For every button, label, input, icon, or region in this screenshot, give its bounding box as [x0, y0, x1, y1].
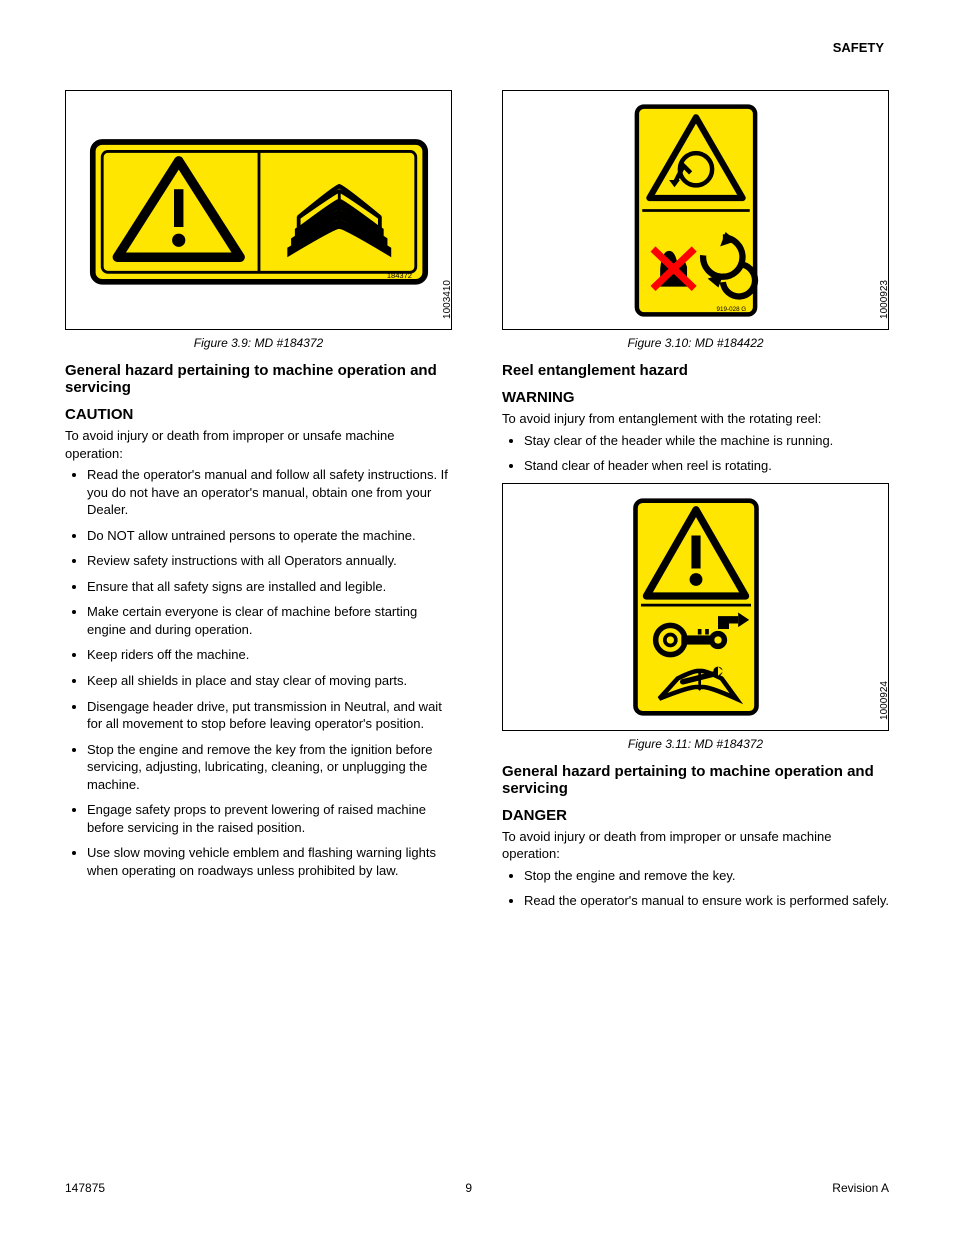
list-item: Use slow moving vehicle emblem and flash…: [87, 844, 452, 879]
footer-right: Revision A: [832, 1181, 889, 1195]
figure-3-box: 1000924: [502, 483, 889, 731]
figure-1-caption: Figure 3.9: MD #184372: [65, 336, 452, 350]
list-item: Stay clear of the header while the machi…: [524, 432, 889, 450]
fig1-title: General hazard pertaining to machine ope…: [65, 362, 452, 396]
fig3-sub: DANGER: [502, 807, 889, 824]
list-item: Review safety instructions with all Oper…: [87, 552, 452, 570]
list-item: Read the operator's manual and follow al…: [87, 466, 452, 519]
fig3-intro: To avoid injury or death from improper o…: [502, 828, 889, 863]
fig1-bullet-list: Read the operator's manual and follow al…: [65, 466, 452, 879]
list-item: Stop the engine and remove the key.: [524, 867, 889, 885]
figure-2-caption: Figure 3.10: MD #184422: [502, 336, 889, 350]
list-item: Disengage header drive, put transmission…: [87, 698, 452, 733]
fig2-title: Reel entanglement hazard: [502, 362, 889, 379]
fig2-sub: WARNING: [502, 389, 889, 406]
fig2-intro: To avoid injury from entanglement with t…: [502, 410, 889, 428]
reel-hazard-icon: 919-028 G: [631, 103, 761, 318]
figure-3-caption: Figure 3.11: MD #184372: [502, 737, 889, 751]
figure-1-id: 1003410: [442, 280, 453, 319]
fig3-bullet-list: Stop the engine and remove the key. Read…: [502, 867, 889, 910]
page-footer: 147875 9 Revision A: [65, 1181, 889, 1195]
footer-left: 147875: [65, 1181, 105, 1195]
list-item: Engage safety props to prevent lowering …: [87, 801, 452, 836]
figure-1-box: 184372 1003410: [65, 90, 452, 330]
fig1-intro: To avoid injury or death from improper o…: [65, 427, 452, 462]
figure-2-box: 919-028 G 1000923: [502, 90, 889, 330]
svg-text:184372: 184372: [386, 271, 411, 280]
warning-manual-icon: 184372: [89, 115, 429, 305]
list-item: Ensure that all safety signs are install…: [87, 578, 452, 596]
list-item: Stop the engine and remove the key from …: [87, 741, 452, 794]
list-item: Do NOT allow untrained persons to operat…: [87, 527, 452, 545]
list-item: Keep riders off the machine.: [87, 646, 452, 664]
two-column-layout: 184372 1003410 Figure 3.9: MD #184372 Ge…: [65, 90, 889, 918]
footer-page-number: 9: [465, 1181, 472, 1195]
figure-2-id: 1000923: [879, 280, 890, 319]
key-manual-hazard-icon: [631, 497, 761, 717]
list-item: Read the operator's manual to ensure wor…: [524, 892, 889, 910]
fig1-sub: CAUTION: [65, 406, 452, 423]
list-item: Keep all shields in place and stay clear…: [87, 672, 452, 690]
fig2-bullet-list: Stay clear of the header while the machi…: [502, 432, 889, 475]
fig3-title: General hazard pertaining to machine ope…: [502, 763, 889, 797]
left-column: 184372 1003410 Figure 3.9: MD #184372 Ge…: [65, 90, 452, 918]
page-header: SAFETY: [833, 40, 884, 55]
right-column: 919-028 G 1000923 Figure 3.10: MD #18442…: [502, 90, 889, 918]
list-item: Make certain everyone is clear of machin…: [87, 603, 452, 638]
list-item: Stand clear of header when reel is rotat…: [524, 457, 889, 475]
figure-3-id: 1000924: [879, 681, 890, 720]
svg-text:919-028 G: 919-028 G: [716, 305, 746, 312]
